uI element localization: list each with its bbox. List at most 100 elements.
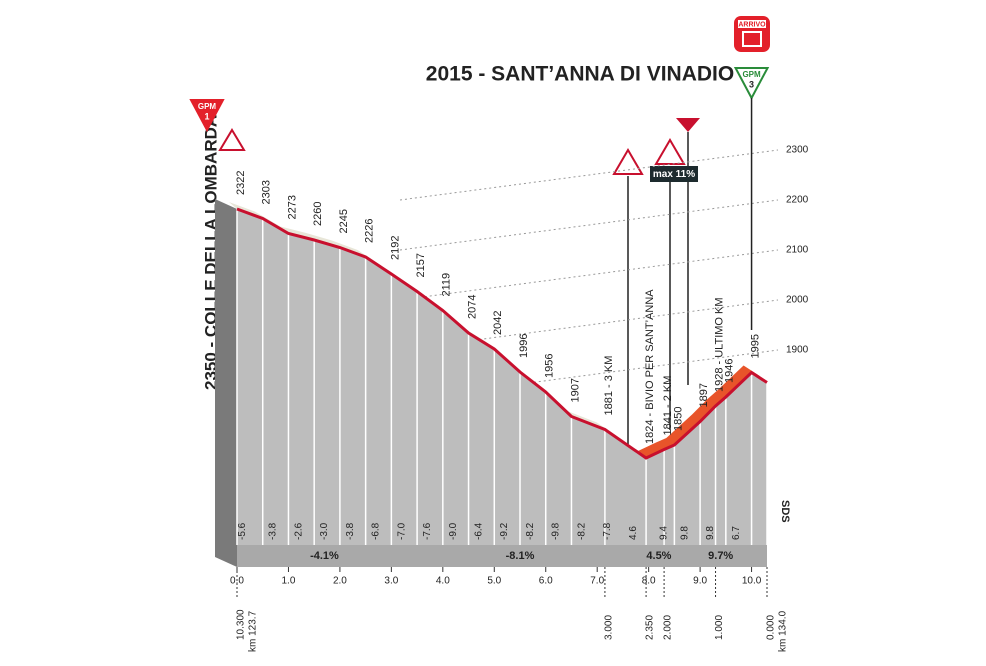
x-tick-label: 6.0 — [539, 576, 553, 587]
gradient-label: 9.4 — [659, 526, 670, 540]
altitude-label: 2245 — [338, 209, 350, 233]
altitude-label: 1881 - 3 KM — [603, 356, 615, 416]
altitude-label: 1956 — [544, 354, 556, 378]
marker-label: 3.000 — [604, 615, 615, 640]
x-tick-label: 4.0 — [436, 576, 450, 587]
altitude-label: 2192 — [389, 236, 401, 260]
marker-label: 2.350 — [645, 615, 656, 640]
marker-label: 10.300 — [236, 609, 247, 640]
altitude-label: 1897 — [698, 383, 710, 407]
finish-text: ARRIVO — [738, 21, 766, 28]
climb-area — [638, 365, 767, 458]
km-label: km 134.0 — [778, 610, 789, 652]
kom-marker — [676, 118, 700, 132]
altitude-label: 2226 — [364, 219, 376, 243]
altitude-label: 1946 — [724, 359, 736, 383]
average-gradient: 4.5% — [646, 550, 671, 562]
gradient-label: 4.6 — [628, 526, 639, 540]
gpm-text: GPM — [742, 70, 761, 79]
altitude-label: 1928 - ULTIMO KM — [713, 297, 725, 392]
gradient-label: -9.2 — [499, 522, 510, 540]
grid-line — [399, 249, 779, 301]
altitude-label: 2157 — [415, 253, 427, 277]
altitude-label: 1841 - 2 KM — [662, 376, 674, 436]
gpm-text: GPM — [198, 102, 217, 111]
altitude-label: 2260 — [312, 202, 324, 226]
turn-icon — [612, 148, 644, 175]
profile-line — [236, 207, 768, 460]
gpm-category: 3 — [749, 79, 754, 89]
finish-icon: ARRIVO — [734, 16, 770, 52]
gradient-label: -2.6 — [293, 522, 304, 540]
y-tick-label: 1900 — [786, 345, 809, 356]
km-label: km 123.7 — [248, 610, 259, 652]
gradient-label: -5.6 — [237, 522, 248, 540]
profile-top — [229, 202, 767, 458]
x-tick-label: 7.0 — [590, 576, 604, 587]
average-gradient: -4.1% — [310, 550, 339, 562]
marker-label: 1.000 — [714, 615, 725, 640]
x-tick-label: 1.0 — [282, 576, 296, 587]
profile-area — [237, 209, 767, 545]
x-tick-label: 3.0 — [384, 576, 398, 587]
grid-line — [399, 349, 779, 401]
altitude-label: 2322 — [235, 171, 247, 195]
gradient-label: 9.8 — [705, 526, 716, 540]
gradient-label: -8.2 — [525, 522, 536, 540]
gradient-label: -3.0 — [319, 522, 330, 540]
gpm-category: 1 — [204, 111, 209, 121]
altitude-label: 1996 — [518, 334, 530, 358]
altitude-label: 1995 — [749, 334, 761, 358]
altitude-label: 2303 — [261, 180, 273, 204]
gradient-label: -7.0 — [396, 522, 407, 540]
x-tick-label: 8.0 — [642, 576, 656, 587]
max-text: max 11% — [653, 169, 695, 180]
gradient-label: -6.4 — [473, 522, 484, 540]
warning-icon — [218, 128, 246, 151]
profile-side — [215, 199, 237, 567]
finish-band — [738, 20, 766, 28]
altitude-label: 1907 — [569, 378, 581, 402]
y-tick-label: 2300 — [786, 145, 809, 156]
gradient-label: -7.8 — [602, 522, 613, 540]
altitude-label: 2042 — [492, 311, 504, 335]
gradient-label: -9.8 — [551, 522, 562, 540]
gradient-label: -8.2 — [576, 522, 587, 540]
altitude-label: 2119 — [441, 273, 453, 297]
gradient-label: -6.8 — [371, 522, 382, 540]
gradient-label: -9.0 — [448, 522, 459, 540]
y-tick-label: 2000 — [786, 295, 809, 306]
x-tick-label: 10.0 — [742, 576, 762, 587]
altitude-label: 1850 — [672, 407, 684, 431]
gradient-label: -3.8 — [345, 522, 356, 540]
chart-title: 2015 - SANT’ANNA DI VINADIO — [426, 63, 734, 86]
marker-label: 2.000 — [663, 615, 674, 640]
gradient-label: -7.6 — [422, 522, 433, 540]
x-tick-label: 9.0 — [693, 576, 707, 587]
gpm-badge — [733, 67, 770, 101]
average-gradient: -8.1% — [506, 550, 535, 562]
grid-line — [399, 299, 779, 351]
road-label: SDS — [779, 500, 791, 523]
gradient-label: 9.8 — [679, 526, 690, 540]
average-gradient: 9.7% — [708, 550, 733, 562]
grid-line — [399, 199, 779, 251]
gpm-badge — [189, 99, 225, 133]
marker-label: 0.000 — [766, 615, 777, 640]
altitude-label: 2074 — [466, 295, 478, 319]
max-gradient: max 11% — [218, 118, 700, 448]
x-tick-label: 2.0 — [333, 576, 347, 587]
x-tick-label: 5.0 — [487, 576, 501, 587]
altitude-label: 2273 — [286, 195, 298, 219]
gradient-label: -3.8 — [268, 522, 279, 540]
altitude-label: 1824 - BIVIO PER SANT’ANNA — [644, 289, 656, 444]
grid-line — [399, 149, 779, 201]
finish-flag — [742, 31, 762, 47]
max-box — [650, 166, 698, 182]
gradient-label: 6.7 — [731, 526, 742, 540]
y-tick-label: 2200 — [786, 195, 809, 206]
x-tick-label: 0.0 — [230, 576, 244, 587]
gradient-band — [237, 545, 767, 567]
y-tick-label: 2100 — [786, 245, 809, 256]
